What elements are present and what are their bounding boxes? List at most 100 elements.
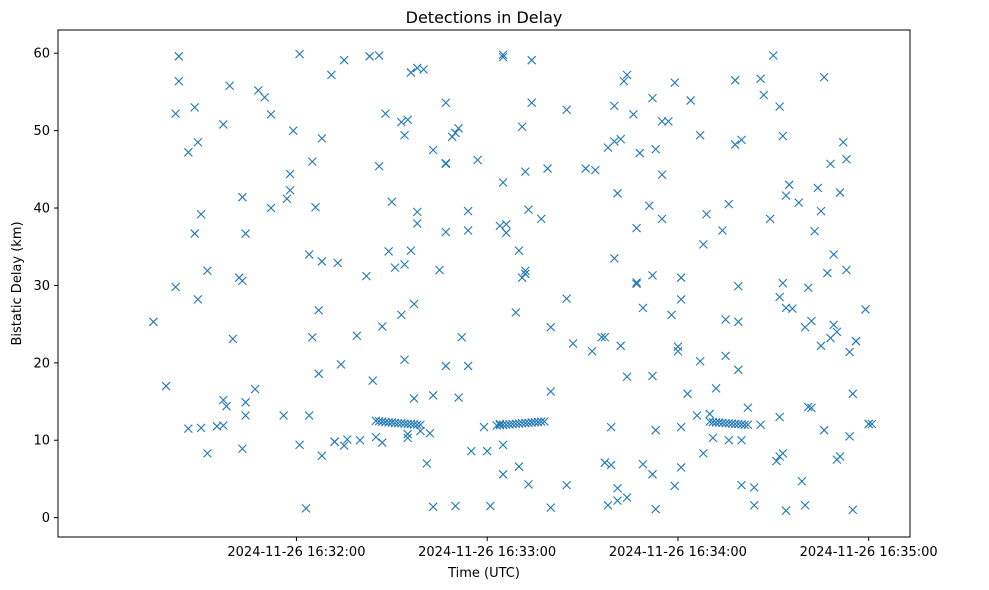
y-tick-label: 40 [33,202,50,217]
data-point-marker [498,469,508,479]
data-point-marker [657,170,667,180]
data-point-marker [676,273,686,283]
data-point-marker [638,459,648,469]
data-point-marker [498,52,508,62]
data-point-marker [218,421,228,430]
data-point-marker [759,90,769,100]
data-point-marker [422,459,432,468]
x-tick-label: 2024-11-26 16:34:00 [609,545,747,560]
data-point-marker [384,246,394,256]
data-point-marker [663,116,673,126]
data-point-marker [390,263,400,273]
data-point-marker [740,420,750,430]
data-point-marker [400,130,409,140]
data-point-marker [311,202,320,212]
data-point-marker [800,500,810,510]
data-point-marker [174,76,184,86]
data-point-marker [683,389,692,399]
data-point-marker [183,424,193,434]
x-tick-label: 2024-11-26 16:35:00 [800,545,938,560]
data-point-marker [832,327,842,337]
data-point-marker [285,169,295,179]
data-point-marker [778,449,788,458]
y-tick-label: 50 [33,124,50,139]
data-point-marker [543,164,552,173]
data-point-marker [501,219,511,229]
data-point-marker [768,51,778,60]
data-point-marker [527,55,537,65]
data-point-marker [562,105,572,115]
data-point-marker [562,294,572,303]
data-point-marker [406,246,416,255]
data-point-marker [743,420,753,430]
data-point-marker [314,305,324,315]
x-tick-label: 2024-11-26 16:32:00 [227,545,365,560]
data-point-marker [648,469,657,479]
data-point-marker [403,433,413,443]
data-point-marker [450,501,460,511]
data-point-marker [454,393,463,403]
data-point-marker [705,409,715,419]
data-point-marker [546,387,556,396]
data-point-marker [635,148,645,158]
data-point-marker [730,140,740,149]
x-tick-label: 2024-11-26 16:33:00 [418,545,556,560]
data-point-marker [632,279,641,289]
data-point-marker [644,201,654,211]
data-point-marker [772,456,781,466]
data-point-marker [218,395,228,405]
data-point-marker [695,130,705,140]
data-point-marker [733,317,743,327]
data-point-marker [171,109,181,118]
data-point-marker [514,246,524,255]
data-point-marker [330,437,339,447]
data-point-marker [336,359,346,369]
data-point-marker [314,369,324,379]
data-point-marker [218,120,228,129]
data-point-marker [435,265,444,275]
data-point-marker [778,278,788,288]
data-point-marker [203,449,212,458]
data-point-marker [657,116,667,126]
data-point-marker [775,412,785,422]
data-point-marker [304,411,314,420]
data-point-marker [520,269,530,279]
data-point-marker [826,159,835,169]
data-point-marker [765,214,775,224]
data-point-marker [638,303,648,313]
data-point-marker [616,134,626,144]
data-point-marker [368,376,378,386]
data-point-marker [317,451,327,461]
y-tick-label: 10 [33,434,50,449]
data-point-marker [613,188,622,198]
data-point-marker [352,331,362,341]
data-point-marker [501,228,511,238]
data-point-marker [457,332,467,342]
data-point-marker [781,191,791,201]
data-point-marker [161,381,171,391]
data-point-marker [196,423,206,433]
data-point-marker [829,250,839,259]
data-point-marker [609,253,619,263]
data-point-marker [463,226,473,235]
data-point-marker [450,128,460,138]
data-point-marker [520,266,530,276]
data-point-marker [307,157,317,166]
data-point-marker [781,506,791,516]
data-point-marker [651,504,661,514]
data-point-marker [609,101,619,111]
data-point-marker [838,137,848,147]
data-point-marker [816,206,826,216]
data-point-marker [711,383,721,393]
data-point-marker [708,433,718,443]
data-point-marker [718,226,727,235]
data-point-marker [171,282,181,292]
data-point-marker [829,320,839,330]
data-point-marker [428,390,438,400]
data-point-marker [520,167,530,177]
data-point-marker [629,109,638,119]
data-point-marker [670,78,680,88]
data-point-marker [228,334,238,344]
data-point-marker [749,483,759,492]
data-point-marker [721,315,731,324]
